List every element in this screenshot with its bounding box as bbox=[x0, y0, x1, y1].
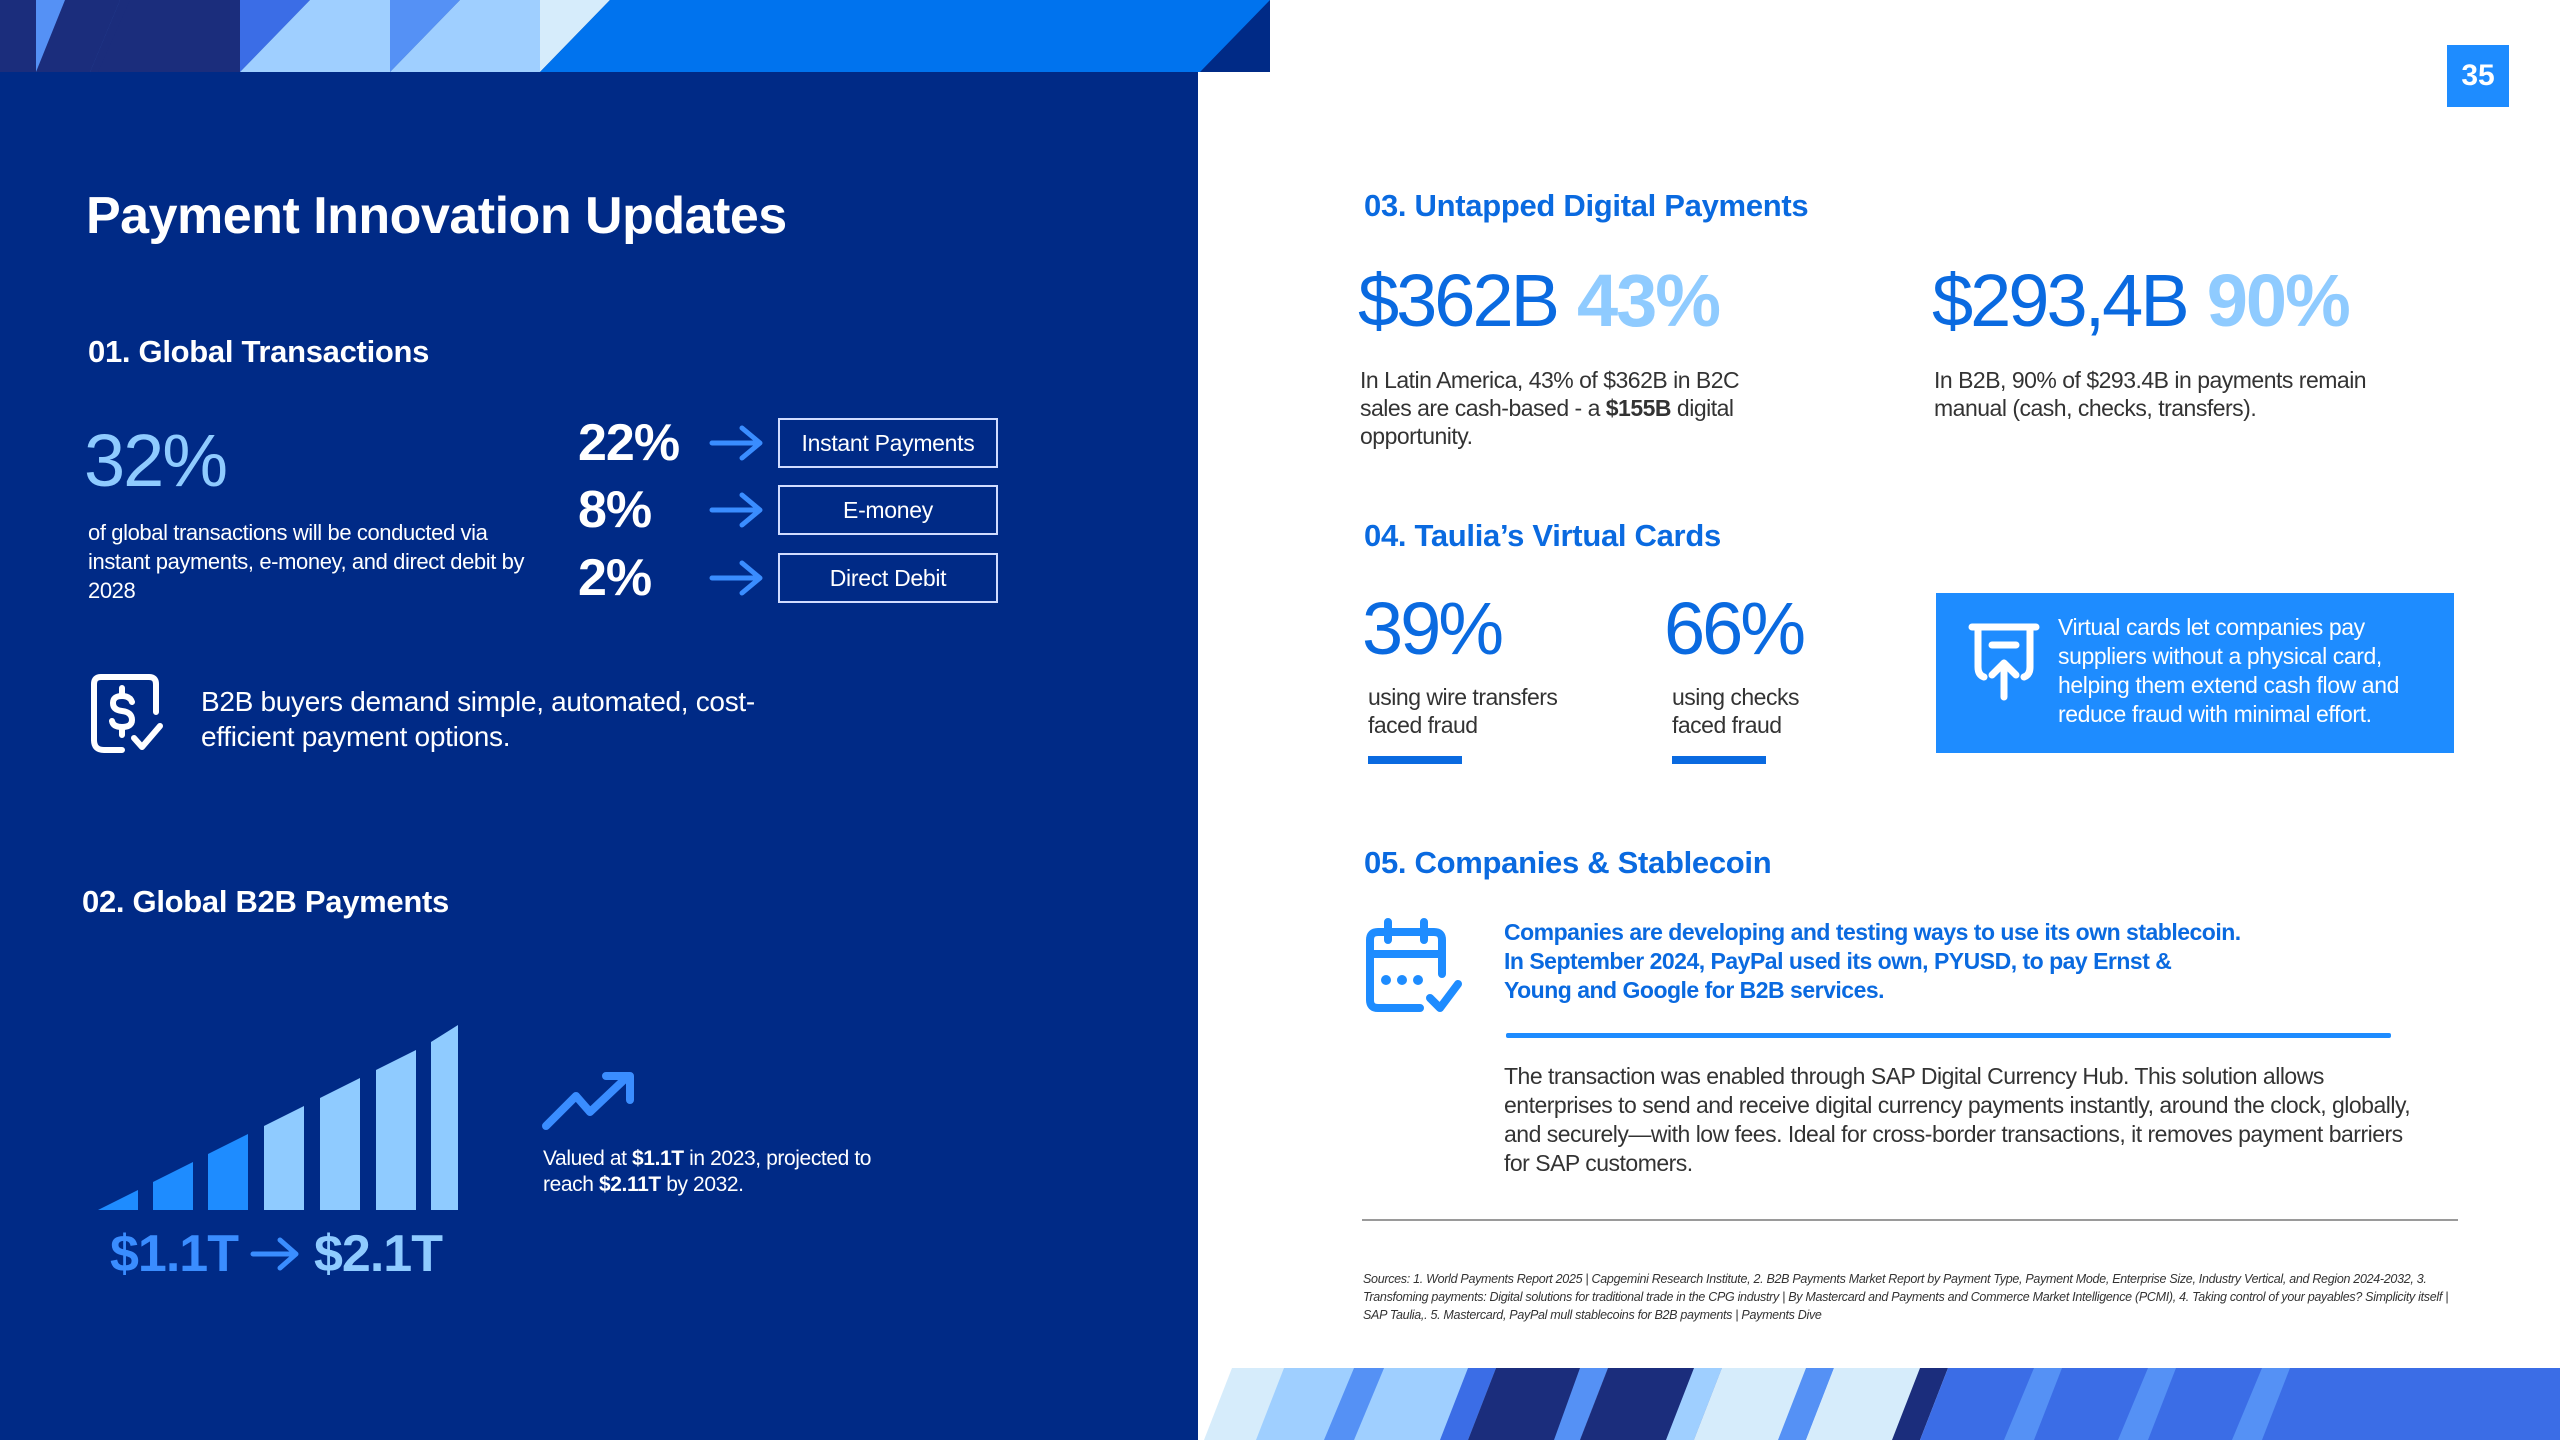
untapped-stat-latam: $362B 43% bbox=[1358, 258, 1721, 343]
wire-fraud-label: using wire transfers faced fraud bbox=[1368, 683, 1558, 739]
b2b-growth-values: $1.1T $2.1T bbox=[110, 1224, 443, 1284]
global-transactions-description: of global transactions will be conducted… bbox=[88, 520, 525, 603]
breakdown-row: 8% E-money bbox=[578, 481, 998, 539]
checks-fraud-stat: 66% bbox=[1664, 587, 1806, 670]
stat-underline bbox=[1672, 756, 1766, 764]
trending-up-icon bbox=[542, 1072, 634, 1130]
page-number-badge: 35 bbox=[2447, 45, 2509, 107]
checks-fraud-label: using checks faced fraud bbox=[1672, 683, 1799, 739]
breakdown-pct: 22% bbox=[578, 414, 680, 472]
gray-divider bbox=[1362, 1219, 2458, 1221]
label-line: using checks bbox=[1672, 684, 1799, 710]
breakdown-pct: 8% bbox=[578, 481, 652, 539]
stat-pct: 43% bbox=[1576, 259, 1721, 342]
stat-pct: 90% bbox=[2206, 259, 2351, 342]
left-panel: Payment Innovation Updates 01. Global Tr… bbox=[0, 0, 1270, 1440]
b2b-callout-text: B2B buyers demand simple, automated, cos… bbox=[201, 686, 755, 752]
growth-from-value: $1.1T bbox=[110, 1225, 239, 1283]
stablecoin-highlight: Companies are developing and testing way… bbox=[1504, 919, 2241, 1003]
arrow-right-icon bbox=[709, 425, 763, 461]
breakdown-label: E-money bbox=[778, 485, 998, 535]
valued-2023: $1.1T bbox=[632, 1147, 684, 1170]
stat-underline bbox=[1368, 756, 1462, 764]
arrow-right-icon bbox=[709, 492, 763, 528]
section-title-stablecoin: 05. Companies & Stablecoin bbox=[1364, 845, 1772, 880]
section-title-virtual-cards: 04. Taulia’s Virtual Cards bbox=[1364, 518, 1721, 553]
top-decorative-band bbox=[0, 0, 1270, 72]
valued-text-part: by 2032. bbox=[660, 1173, 744, 1196]
section-title-global-transactions: 01. Global Transactions bbox=[88, 334, 430, 369]
untapped-stat-b2b: $293,4B 90% bbox=[1932, 258, 2351, 343]
global-transactions-stat: 32% bbox=[84, 419, 228, 502]
stablecoin-body: The transaction was enabled through SAP … bbox=[1504, 1063, 2411, 1176]
arrow-right-icon bbox=[250, 1237, 299, 1271]
growth-to-value: $2.1T bbox=[313, 1225, 443, 1283]
desc-text: In Latin America, 43% of $362B in B2C sa… bbox=[1360, 367, 1740, 421]
valued-text-part: Valued at bbox=[543, 1147, 633, 1170]
calendar-check-icon bbox=[1366, 918, 1462, 1012]
dollar-check-icon bbox=[91, 674, 163, 753]
virtual-cards-info-box: Virtual cards let companies pay supplier… bbox=[1936, 593, 2454, 753]
wire-fraud-stat: 39% bbox=[1362, 587, 1504, 670]
virtual-cards-info-text: Virtual cards let companies pay supplier… bbox=[2058, 614, 2399, 727]
untapped-desc-b2b: In B2B, 90% of $293.4B in payments remai… bbox=[1934, 367, 2367, 421]
arrow-right-icon bbox=[709, 560, 763, 596]
valued-2032: $2.11T bbox=[598, 1173, 661, 1196]
growth-bars-graphic bbox=[98, 1025, 458, 1210]
card-upload-icon bbox=[1968, 623, 2040, 701]
label-line: using wire transfers bbox=[1368, 684, 1558, 710]
breakdown-pct: 2% bbox=[578, 549, 652, 607]
section-title-untapped-digital: 03. Untapped Digital Payments bbox=[1364, 188, 1809, 223]
label-line: faced fraud bbox=[1368, 712, 1478, 738]
label-line: faced fraud bbox=[1672, 712, 1782, 738]
sources-footnote: Sources: 1. World Payments Report 2025 |… bbox=[1363, 1272, 2449, 1322]
stat-value: $362B bbox=[1358, 259, 1560, 342]
valued-text-part: in 2023, projected to reach bbox=[543, 1147, 872, 1196]
stat-value: $293,4B bbox=[1932, 259, 2190, 342]
bottom-decorative-band bbox=[1204, 1368, 2560, 1440]
untapped-desc-latam: In Latin America, 43% of $362B in B2C sa… bbox=[1360, 366, 1760, 450]
desc-bold: $155B bbox=[1605, 395, 1672, 421]
desc-text: digital opportunity. bbox=[1360, 395, 1734, 449]
breakdown-row: 2% Direct Debit bbox=[578, 549, 998, 607]
section-title-b2b-payments: 02. Global B2B Payments bbox=[82, 884, 449, 919]
page-title: Payment Innovation Updates bbox=[86, 187, 787, 245]
blue-divider bbox=[1506, 1033, 2391, 1038]
breakdown-label: Instant Payments bbox=[778, 418, 998, 468]
b2b-valued-text: Valued at $1.1T in 2023, projected to re… bbox=[543, 1146, 883, 1198]
breakdown-label: Direct Debit bbox=[778, 553, 998, 603]
breakdown-row: 22% Instant Payments bbox=[578, 414, 998, 472]
